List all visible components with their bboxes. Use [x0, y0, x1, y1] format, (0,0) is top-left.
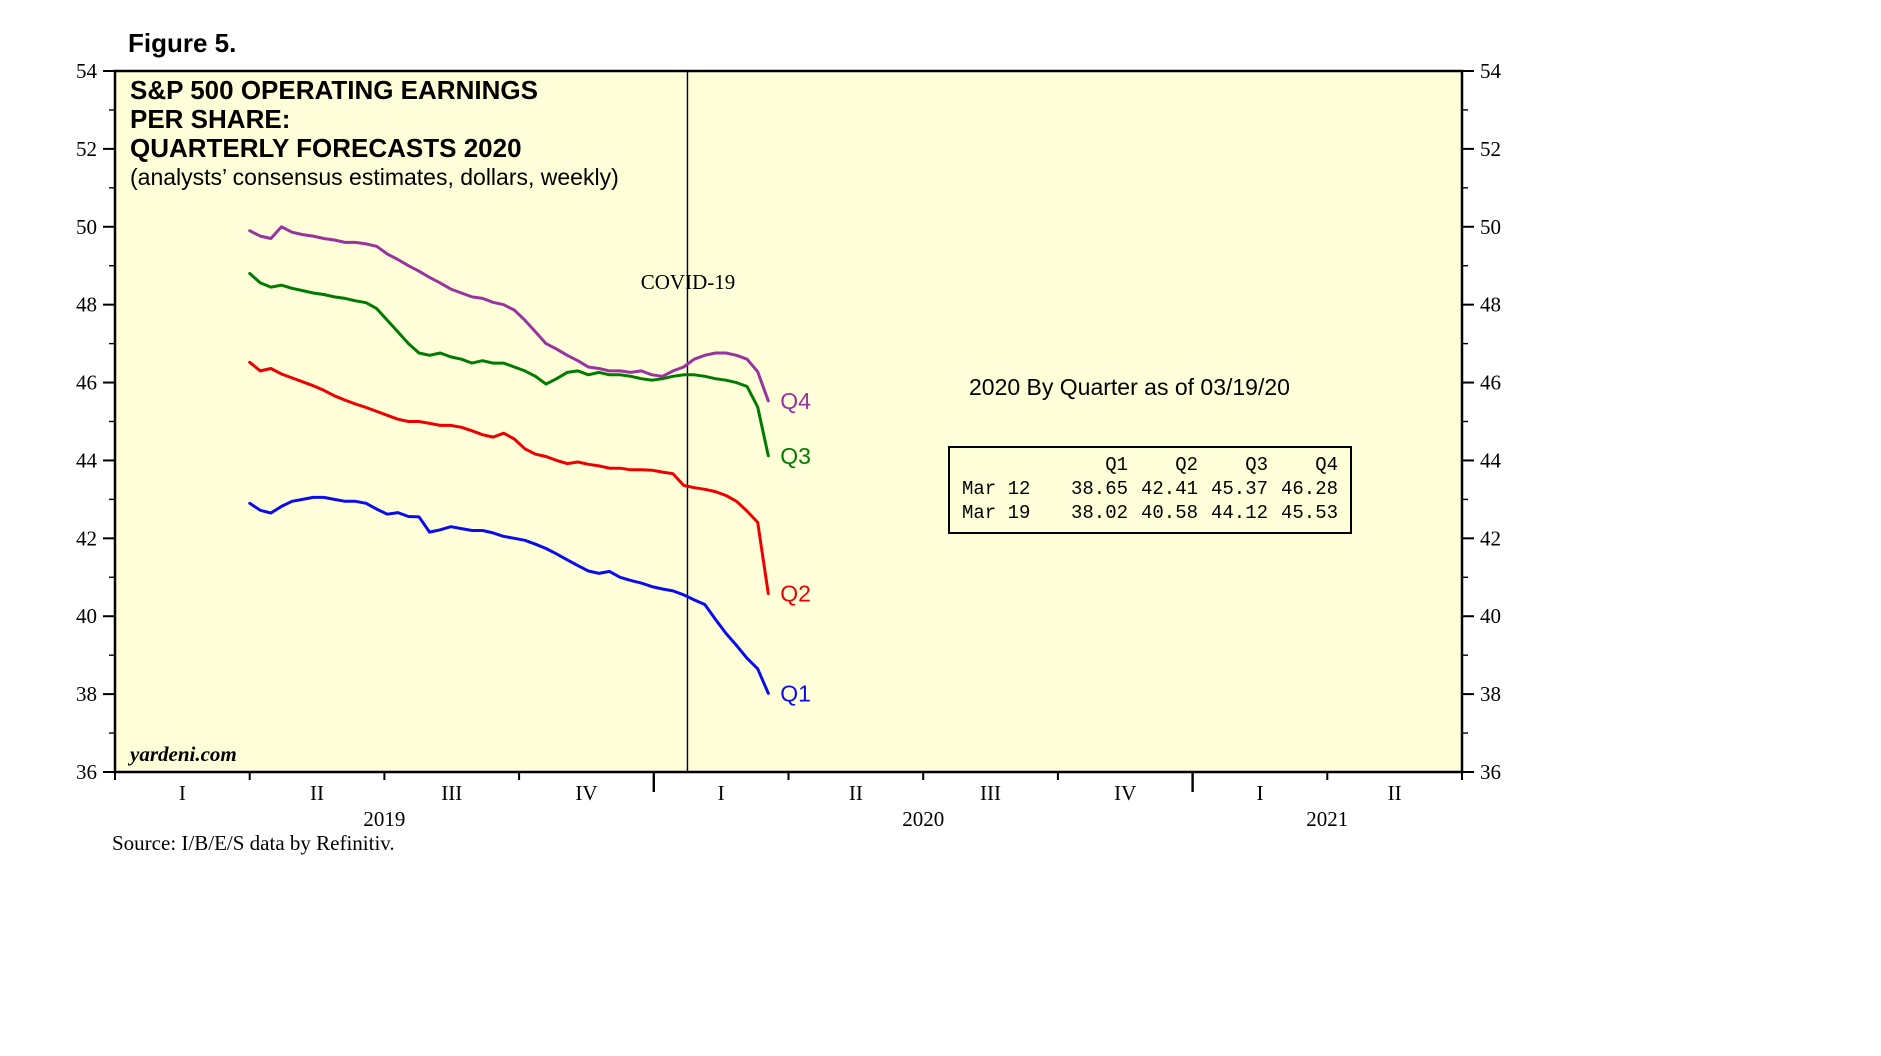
table-row-label: Mar 12 [962, 478, 1031, 500]
table-corner-cell [962, 453, 1058, 477]
y-axis-label-right: 38 [1480, 682, 1501, 706]
series-line-q3 [248, 272, 770, 458]
y-axis-label-left: 42 [76, 526, 97, 550]
y-axis-label-right: 54 [1480, 59, 1502, 83]
chart-title-line-1: S&P 500 OPERATING EARNINGS [130, 75, 538, 105]
x-axis-quarter-label: I [1256, 781, 1263, 805]
y-axis-label-right: 46 [1480, 371, 1501, 395]
table-value-cell: 44.12 [1210, 502, 1268, 524]
table-value-cell: 45.37 [1210, 478, 1268, 500]
y-axis-label-left: 46 [76, 371, 97, 395]
inset-table: Q1 Q2 Q3 Q4 Mar 12 38.65 42.41 45.37 46.28 Mar 19… [962, 453, 1338, 525]
x-axis-quarter-label: III [980, 781, 1001, 805]
x-axis-quarter-label: I [179, 781, 186, 805]
x-axis-quarter-label: II [849, 781, 863, 805]
watermark: yardeni.com [130, 742, 237, 766]
table-value-cell: 40.58 [1140, 502, 1198, 524]
table-col-header: Q1 [1105, 454, 1128, 476]
y-axis-label-right: 50 [1480, 215, 1501, 239]
y-axis-label-right: 36 [1480, 760, 1501, 784]
figure-label: Figure 5. [128, 28, 237, 58]
series-line-q2 [248, 360, 770, 596]
y-axis-label-right: 44 [1480, 448, 1502, 472]
source-note: Source: I/B/E/S data by Refinitiv. [112, 831, 395, 855]
table-value-cell: 46.28 [1280, 478, 1338, 500]
y-axis-label-left: 52 [76, 137, 97, 161]
chart-title-line-3: QUARTERLY FORECASTS 2020 [130, 133, 522, 163]
y-axis-label-left: 44 [76, 448, 98, 472]
y-axis-label-right: 52 [1480, 137, 1501, 161]
table-header-row: Q1 Q2 Q3 Q4 [962, 453, 1338, 477]
y-axis-label-left: 54 [76, 59, 98, 83]
x-axis-year-label: 2019 [363, 807, 405, 831]
x-axis-quarter-label: II [310, 781, 324, 805]
series-label-q2: Q2 [780, 581, 811, 607]
table-col-header: Q3 [1245, 454, 1268, 476]
table-row: Mar 19 38.02 40.58 44.12 45.53 [962, 501, 1338, 525]
table-value-cell: 38.02 [1070, 502, 1128, 524]
y-axis-label-right: 42 [1480, 526, 1501, 550]
x-axis-quarter-label: IV [575, 781, 597, 805]
table-value-cell: 45.53 [1280, 502, 1338, 524]
series-label-q4: Q4 [780, 388, 811, 414]
table-col-header: Q4 [1315, 454, 1338, 476]
chart-title-line-2: PER SHARE: [130, 104, 291, 134]
table-value-cell: 38.65 [1070, 478, 1128, 500]
series-line-q4 [248, 225, 770, 403]
x-axis-year-label: 2021 [1306, 807, 1348, 831]
covid-annotation: COVID-19 [640, 270, 736, 294]
quarter-forecast-table: Q1 Q2 Q3 Q4 Mar 12 38.65 42.41 45.37 46.28 Mar 19… [948, 446, 1352, 534]
y-axis-label-left: 38 [76, 682, 97, 706]
series-line-q1 [248, 495, 770, 695]
y-axis-label-left: 50 [76, 215, 97, 239]
table-row: Mar 12 38.65 42.41 45.37 46.28 [962, 477, 1338, 501]
x-axis-year-label: 2020 [902, 807, 944, 831]
x-axis-quarter-label: IV [1114, 781, 1136, 805]
table-row-label: Mar 19 [962, 502, 1031, 524]
x-axis-quarter-label: I [718, 781, 725, 805]
series-label-q1: Q1 [780, 680, 811, 706]
chart-subtitle: (analysts’ consensus estimates, dollars,… [130, 164, 619, 190]
table-value-cell: 42.41 [1140, 478, 1198, 500]
x-axis-quarter-label: II [1388, 781, 1402, 805]
y-axis-label-right: 48 [1480, 293, 1501, 317]
chart-title: S&P 500 OPERATING EARNINGS PER SHARE: QU… [130, 76, 619, 192]
y-axis-label-left: 36 [76, 760, 97, 784]
x-axis-quarter-label: III [441, 781, 462, 805]
series-label-q3: Q3 [780, 443, 811, 469]
table-col-header: Q2 [1175, 454, 1198, 476]
y-axis-label-left: 48 [76, 293, 97, 317]
plot-area [113, 69, 1464, 774]
y-axis-label-right: 40 [1480, 604, 1501, 628]
as-of-annotation: 2020 By Quarter as of 03/19/20 [969, 374, 1290, 400]
y-axis-label-left: 40 [76, 604, 97, 628]
